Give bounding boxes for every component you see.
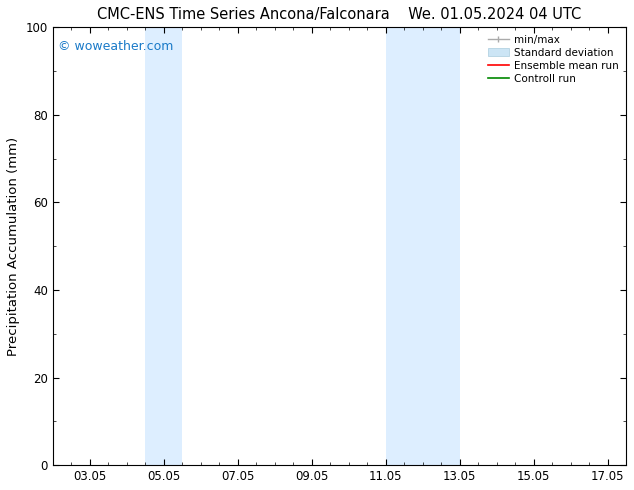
- Bar: [145, 27, 182, 465]
- Title: CMC-ENS Time Series Ancona/Falconara    We. 01.05.2024 04 UTC: CMC-ENS Time Series Ancona/Falconara We.…: [97, 7, 581, 22]
- Legend: min/max, Standard deviation, Ensemble mean run, Controll run: min/max, Standard deviation, Ensemble me…: [484, 30, 623, 88]
- Bar: [385, 27, 460, 465]
- Text: © woweather.com: © woweather.com: [58, 40, 174, 53]
- Y-axis label: Precipitation Accumulation (mm): Precipitation Accumulation (mm): [7, 137, 20, 356]
